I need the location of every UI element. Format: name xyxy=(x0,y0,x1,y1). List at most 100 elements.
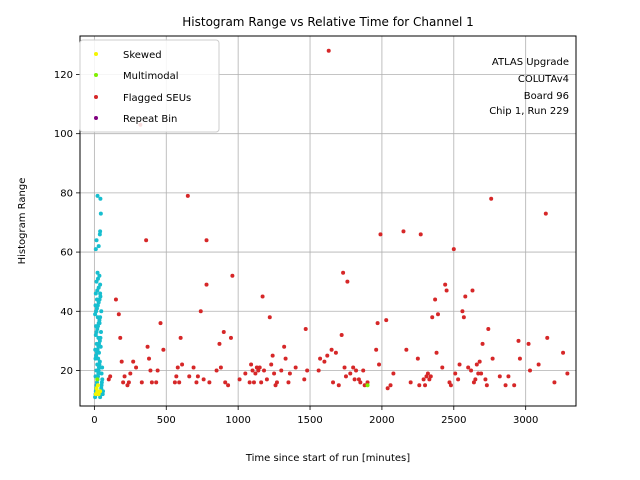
point-flagged-seus xyxy=(474,362,479,367)
point-flagged-seus xyxy=(113,297,118,302)
point-flagged-seus xyxy=(471,380,476,385)
point-flagged-seus xyxy=(424,374,429,379)
point-flagged-seus xyxy=(543,211,548,216)
point-flagged-seus xyxy=(430,315,435,320)
point-flagged-seus xyxy=(262,368,267,373)
annotation-line-2: COLUTAv4 xyxy=(518,74,569,85)
point-unlabeled xyxy=(94,279,99,284)
point-flagged-seus xyxy=(358,380,363,385)
point-flagged-seus xyxy=(391,371,396,376)
point-flagged-seus xyxy=(267,315,272,320)
x-tick-label: 3000 xyxy=(513,415,538,426)
point-flagged-seus xyxy=(331,380,336,385)
point-flagged-seus xyxy=(269,362,274,367)
point-flagged-seus xyxy=(361,368,366,373)
point-unlabeled xyxy=(98,229,103,234)
point-flagged-seus xyxy=(476,371,481,376)
point-flagged-seus xyxy=(404,347,409,352)
point-flagged-seus xyxy=(228,335,233,340)
point-flagged-seus xyxy=(339,332,344,337)
point-skewed xyxy=(95,383,100,388)
point-unlabeled xyxy=(93,347,98,352)
point-flagged-seus xyxy=(118,335,123,340)
point-flagged-seus xyxy=(119,359,124,364)
legend-entry-multimodal: Multimodal xyxy=(94,71,179,82)
point-flagged-seus xyxy=(191,365,196,370)
point-flagged-seus xyxy=(207,380,212,385)
chart-title: Histogram Range vs Relative Time for Cha… xyxy=(182,15,474,29)
point-flagged-seus xyxy=(343,374,348,379)
point-unlabeled xyxy=(99,380,104,385)
point-flagged-seus xyxy=(377,362,382,367)
point-flagged-seus xyxy=(264,377,269,382)
point-flagged-seus xyxy=(470,288,475,293)
x-tick-label: 2000 xyxy=(369,415,394,426)
point-flagged-seus xyxy=(180,362,185,367)
y-tick-label: 120 xyxy=(54,70,73,81)
point-flagged-seus xyxy=(254,365,259,370)
point-unlabeled xyxy=(94,238,99,243)
point-flagged-seus xyxy=(552,380,557,385)
point-flagged-seus xyxy=(444,288,449,293)
point-flagged-seus xyxy=(354,368,359,373)
x-axis-ticks: 0 500 1000 1500 2000 2500 3000 xyxy=(91,406,538,426)
point-unlabeled xyxy=(98,291,103,296)
point-unlabeled xyxy=(94,324,99,329)
point-flagged-seus xyxy=(561,350,566,355)
legend-entry-skewed: Skewed xyxy=(94,50,162,61)
point-flagged-seus xyxy=(282,344,287,349)
point-flagged-seus xyxy=(443,282,448,287)
point-flagged-seus xyxy=(198,309,203,314)
point-flagged-seus xyxy=(106,377,111,382)
point-unlabeled xyxy=(95,270,100,275)
point-flagged-seus xyxy=(484,383,489,388)
point-flagged-seus xyxy=(451,247,456,252)
point-flagged-seus xyxy=(274,380,279,385)
point-flagged-seus xyxy=(477,359,482,364)
point-flagged-seus xyxy=(217,341,222,346)
x-tick-label: 1500 xyxy=(297,415,322,426)
point-flagged-seus xyxy=(362,383,367,388)
point-flagged-seus xyxy=(425,371,430,376)
point-flagged-seus xyxy=(460,309,465,314)
plot-frame xyxy=(79,35,577,407)
point-flagged-seus xyxy=(421,377,426,382)
point-flagged-seus xyxy=(283,356,288,361)
point-flagged-seus xyxy=(154,380,159,385)
point-flagged-seus xyxy=(352,377,357,382)
point-flagged-seus xyxy=(526,341,531,346)
x-tick-label: 1000 xyxy=(225,415,250,426)
point-flagged-seus xyxy=(448,383,453,388)
point-flagged-seus xyxy=(260,294,265,299)
point-unlabeled xyxy=(95,193,100,198)
point-multimodal xyxy=(365,383,370,388)
x-tick-label: 2500 xyxy=(441,415,466,426)
point-flagged-seus xyxy=(247,380,252,385)
point-unlabeled xyxy=(97,232,102,237)
annotation-line-4: Chip 1, Run 229 xyxy=(489,106,569,117)
point-flagged-seus xyxy=(341,270,346,275)
point-flagged-seus xyxy=(194,380,199,385)
point-flagged-seus xyxy=(286,380,291,385)
point-flagged-seus xyxy=(434,350,439,355)
point-flagged-seus xyxy=(187,374,192,379)
point-flagged-seus xyxy=(473,377,478,382)
point-flagged-seus xyxy=(249,362,254,367)
point-flagged-seus xyxy=(325,353,330,358)
point-flagged-seus xyxy=(461,315,466,320)
point-flagged-seus xyxy=(415,356,420,361)
point-flagged-seus xyxy=(418,232,423,237)
point-unlabeled xyxy=(98,330,103,334)
annotation-block: ATLAS Upgrade COLUTAv4 Board 96 Chip 1, … xyxy=(489,57,569,117)
point-unlabeled xyxy=(97,359,102,364)
point-flagged-seus xyxy=(506,374,511,379)
point-flagged-seus xyxy=(204,238,209,243)
point-flagged-seus xyxy=(536,362,541,367)
x-tick-label: 500 xyxy=(157,415,176,426)
point-unlabeled xyxy=(96,244,101,249)
point-flagged-seus xyxy=(545,335,550,340)
annotation-line-1: ATLAS Upgrade xyxy=(492,57,569,68)
point-flagged-seus xyxy=(243,371,248,376)
legend-box xyxy=(79,39,220,133)
point-flagged-seus xyxy=(303,327,308,332)
